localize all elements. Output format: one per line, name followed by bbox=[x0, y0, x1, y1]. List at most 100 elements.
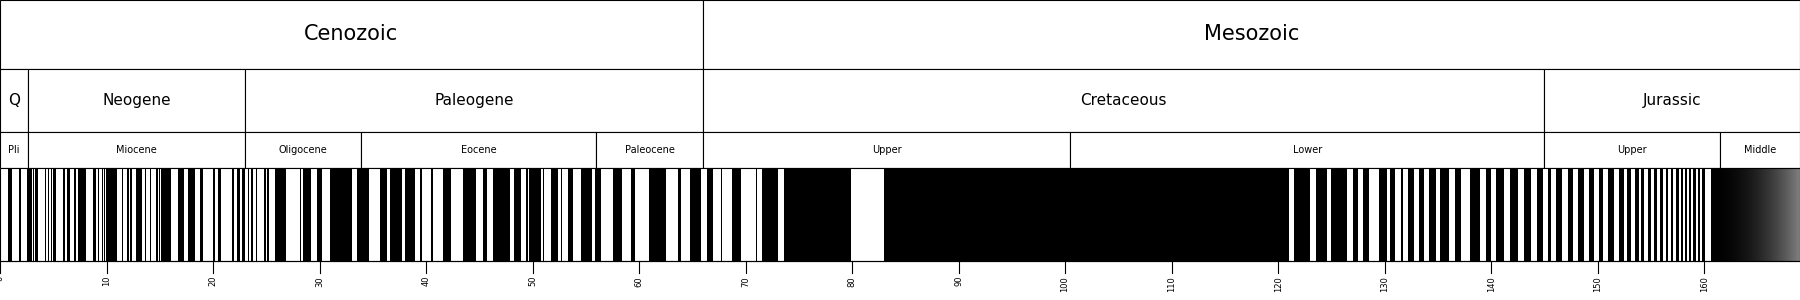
Bar bbox=[1552, 168, 1555, 261]
Bar bbox=[88, 168, 92, 261]
Bar bbox=[1562, 168, 1568, 261]
Bar bbox=[1721, 132, 1800, 168]
Text: Neogene: Neogene bbox=[103, 93, 171, 108]
Text: Middle: Middle bbox=[1744, 145, 1777, 155]
Text: Miocene: Miocene bbox=[115, 145, 157, 155]
Text: 60: 60 bbox=[635, 276, 644, 286]
Bar bbox=[781, 168, 785, 261]
Text: 110: 110 bbox=[1166, 276, 1175, 292]
Bar bbox=[1544, 69, 1800, 132]
Bar bbox=[203, 168, 214, 261]
Bar bbox=[592, 168, 596, 261]
Bar bbox=[56, 168, 63, 261]
Bar bbox=[1480, 168, 1485, 261]
Bar bbox=[1543, 168, 1548, 261]
Bar bbox=[225, 168, 232, 261]
Text: 160: 160 bbox=[1699, 276, 1708, 292]
Bar bbox=[1696, 168, 1697, 261]
Bar bbox=[151, 168, 155, 261]
Bar bbox=[1424, 168, 1429, 261]
Bar bbox=[245, 69, 704, 132]
Bar bbox=[1699, 168, 1703, 261]
Bar bbox=[1348, 168, 1352, 261]
Bar bbox=[95, 168, 99, 261]
Bar bbox=[682, 168, 689, 261]
Text: Oligocene: Oligocene bbox=[279, 145, 328, 155]
Bar bbox=[142, 168, 146, 261]
Bar bbox=[713, 168, 722, 261]
Bar bbox=[1386, 168, 1390, 261]
Bar bbox=[248, 168, 250, 261]
Bar bbox=[0, 132, 27, 168]
Bar bbox=[635, 168, 648, 261]
Bar bbox=[1573, 168, 1579, 261]
Bar bbox=[522, 168, 526, 261]
Bar bbox=[704, 0, 1800, 69]
Bar bbox=[23, 168, 27, 261]
Bar bbox=[27, 69, 245, 132]
Bar bbox=[301, 168, 302, 261]
Bar bbox=[1357, 168, 1363, 261]
Bar bbox=[362, 132, 596, 168]
Text: Paleogene: Paleogene bbox=[434, 93, 513, 108]
Bar bbox=[311, 168, 317, 261]
Bar bbox=[369, 168, 380, 261]
Bar bbox=[1505, 168, 1510, 261]
Bar bbox=[1402, 168, 1408, 261]
Bar bbox=[70, 168, 74, 261]
Bar bbox=[742, 168, 756, 261]
Text: 40: 40 bbox=[421, 276, 430, 286]
Text: Q: Q bbox=[7, 93, 20, 108]
Bar bbox=[562, 168, 569, 261]
Bar bbox=[1415, 168, 1418, 261]
Bar bbox=[257, 168, 265, 261]
Text: 80: 80 bbox=[848, 276, 857, 286]
Text: Mesozoic: Mesozoic bbox=[1204, 25, 1300, 44]
Bar bbox=[0, 168, 9, 261]
Bar bbox=[13, 168, 18, 261]
Text: Cenozoic: Cenozoic bbox=[304, 25, 398, 44]
Text: 130: 130 bbox=[1381, 276, 1390, 292]
Bar bbox=[221, 168, 225, 261]
Bar bbox=[0, 168, 1800, 261]
Bar bbox=[1449, 168, 1454, 261]
Bar bbox=[353, 168, 356, 261]
Bar bbox=[851, 168, 884, 261]
Bar bbox=[1624, 168, 1627, 261]
Bar bbox=[1692, 168, 1694, 261]
Bar bbox=[234, 168, 238, 261]
Bar bbox=[122, 168, 128, 261]
Bar bbox=[596, 132, 704, 168]
Bar bbox=[558, 168, 562, 261]
Bar bbox=[722, 168, 733, 261]
Bar bbox=[0, 69, 27, 132]
Text: 50: 50 bbox=[527, 276, 536, 286]
Bar bbox=[171, 168, 173, 261]
Text: Upper: Upper bbox=[871, 145, 902, 155]
Bar bbox=[450, 168, 463, 261]
Text: 0: 0 bbox=[0, 276, 4, 281]
Bar bbox=[509, 168, 515, 261]
Text: Jurassic: Jurassic bbox=[1643, 93, 1701, 108]
Bar bbox=[131, 168, 135, 261]
Bar bbox=[268, 168, 275, 261]
Bar bbox=[45, 168, 49, 261]
Bar bbox=[1584, 168, 1589, 261]
Bar bbox=[601, 168, 614, 261]
Bar bbox=[1613, 168, 1618, 261]
Bar bbox=[434, 168, 443, 261]
Text: Lower: Lower bbox=[1292, 145, 1321, 155]
Text: 120: 120 bbox=[1274, 276, 1283, 292]
Bar bbox=[286, 168, 301, 261]
Text: 70: 70 bbox=[742, 276, 751, 286]
Bar bbox=[1645, 168, 1647, 261]
Bar bbox=[1490, 168, 1496, 261]
Bar bbox=[1679, 168, 1681, 261]
Bar bbox=[49, 168, 50, 261]
Bar bbox=[216, 168, 218, 261]
Bar bbox=[99, 168, 103, 261]
Bar bbox=[1663, 168, 1665, 261]
Bar bbox=[544, 168, 551, 261]
Text: 100: 100 bbox=[1060, 276, 1069, 292]
Bar bbox=[245, 168, 248, 261]
